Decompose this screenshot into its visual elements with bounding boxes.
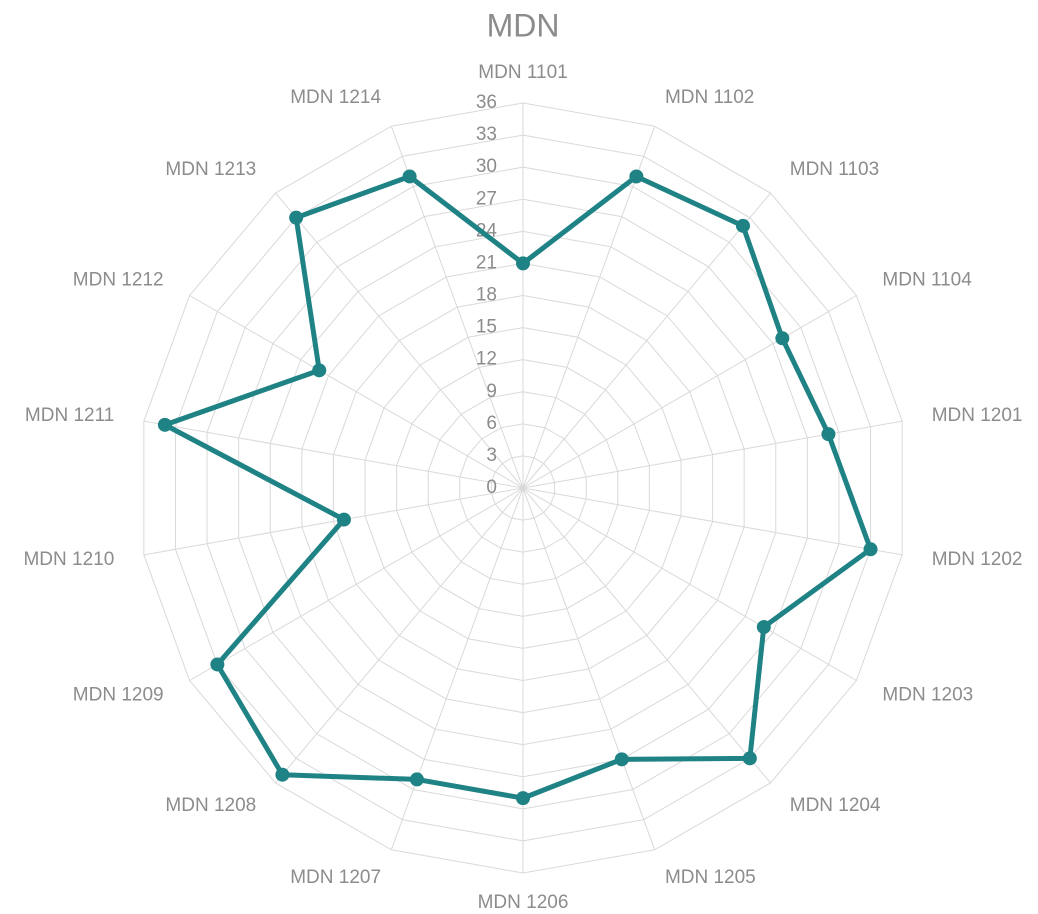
category-label: MDN 1206	[478, 892, 569, 913]
grid-spoke	[275, 192, 524, 489]
grid-spoke	[390, 126, 524, 489]
tick-label: 0	[486, 477, 497, 498]
grid-spoke	[522, 487, 857, 681]
data-point	[402, 169, 417, 184]
tick-label: 21	[476, 252, 497, 273]
grid-spoke	[522, 487, 903, 556]
tick-label: 33	[476, 124, 497, 145]
category-label: MDN 1207	[290, 867, 381, 888]
data-point	[863, 542, 878, 557]
tick-label: 9	[486, 381, 497, 402]
data-point	[289, 210, 304, 225]
category-label: MDN 1212	[73, 270, 164, 291]
category-label: MDN 1103	[790, 159, 879, 180]
data-point	[516, 791, 530, 806]
data-point	[312, 363, 327, 378]
grid-spoke	[522, 487, 771, 784]
chart-title: MDN	[487, 7, 560, 43]
tick-label: 18	[476, 285, 497, 306]
tick-label: 27	[476, 188, 497, 209]
tick-label: 12	[476, 349, 497, 370]
data-point	[275, 767, 290, 782]
category-label: MDN 1101	[478, 62, 567, 83]
category-label: MDN 1210	[23, 549, 114, 570]
tick-label: 36	[476, 92, 497, 113]
data-point	[775, 331, 790, 346]
grid-spoke	[143, 420, 524, 489]
data-point	[157, 417, 172, 432]
category-label: MDN 1204	[790, 795, 881, 816]
category-label: MDN 1201	[932, 405, 1023, 426]
data-point	[336, 512, 351, 527]
data-point	[756, 620, 771, 635]
category-label: MDN 1209	[73, 685, 164, 706]
tick-label: 24	[476, 220, 498, 241]
category-label: MDN 1214	[290, 87, 381, 108]
category-label: MDN 1213	[165, 159, 256, 180]
tick-label: 6	[486, 413, 497, 434]
tick-label: 3	[486, 445, 497, 466]
data-point	[516, 256, 530, 271]
tick-label: 30	[476, 156, 497, 177]
grid-spoke	[275, 487, 524, 784]
category-label: MDN 1203	[882, 685, 973, 706]
data-point	[821, 427, 836, 442]
category-label: MDN 1104	[882, 270, 972, 291]
data-point	[409, 772, 424, 787]
category-label: MDN 1202	[932, 549, 1023, 570]
grid-spoke	[522, 126, 656, 489]
category-label: MDN 1208	[165, 795, 256, 816]
data-point	[735, 218, 750, 233]
grid-spoke	[189, 487, 524, 681]
data-point	[210, 657, 225, 672]
category-label: MDN 1211	[25, 405, 114, 426]
category-label: MDN 1102	[665, 87, 754, 108]
grid-spoke	[522, 487, 656, 850]
grid-spoke	[522, 295, 857, 489]
grid-spoke	[522, 192, 771, 489]
grid-spoke	[390, 487, 524, 850]
data-point	[629, 169, 644, 184]
data-point	[614, 752, 629, 767]
grid-spoke	[143, 487, 524, 556]
grid-spoke	[189, 295, 524, 489]
category-label: MDN 1205	[665, 867, 756, 888]
tick-label: 15	[476, 317, 497, 338]
data-point	[742, 751, 757, 766]
grid-spoke	[522, 420, 903, 489]
